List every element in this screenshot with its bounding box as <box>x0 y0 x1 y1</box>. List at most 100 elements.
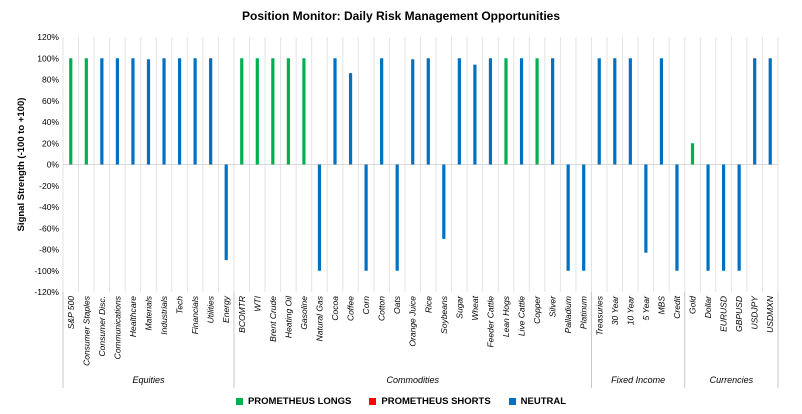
y-tick-label: 100% <box>37 53 59 63</box>
bar-neutral <box>566 164 570 271</box>
bar-neutral <box>380 58 384 165</box>
x-category-label: Copper <box>532 295 542 324</box>
bar-neutral <box>115 58 120 165</box>
bar-longs <box>690 143 695 165</box>
x-category-label: Heating Oil <box>283 295 293 338</box>
bar-longs <box>535 58 539 165</box>
x-category-label: Tech <box>175 296 185 314</box>
bar-neutral <box>224 164 228 261</box>
y-tick-label: 20% <box>42 138 59 148</box>
x-category-label: Coffee <box>346 296 356 321</box>
legend-item-longs: PROMETHEUS LONGS <box>235 396 352 407</box>
group-label: Fixed Income <box>611 375 665 385</box>
x-category-label: Live Cattle <box>517 296 527 336</box>
x-category-label: Consumer Staples <box>81 295 91 366</box>
x-category-label: Energy <box>221 295 231 323</box>
x-category-label: Natural Gas <box>314 295 324 341</box>
bar-longs <box>286 58 290 165</box>
y-axis-label: Signal Strength (-100 to +100) <box>16 98 27 232</box>
bar-longs <box>69 58 73 165</box>
x-category-label: Corn <box>361 296 371 315</box>
legend-item-shorts: PROMETHEUS SHORTS <box>369 396 491 407</box>
x-category-label: Gold <box>688 296 698 314</box>
group-label: Currencies <box>710 375 754 385</box>
legend-item-neutral: NEUTRAL <box>508 396 567 407</box>
bar-neutral <box>348 73 353 165</box>
legend-label-longs: PROMETHEUS LONGS <box>247 396 352 407</box>
y-tick-label: 60% <box>42 96 59 106</box>
bar-neutral <box>426 58 430 165</box>
x-category-label: Feeder Cattle <box>485 296 495 348</box>
y-tick-label: -40% <box>39 202 59 212</box>
bar-neutral <box>395 164 399 271</box>
legend-swatch-shorts <box>369 398 377 405</box>
x-category-label: Materials <box>143 295 153 330</box>
bar-neutral <box>209 58 213 165</box>
bar-neutral <box>721 164 726 271</box>
x-category-label: GBPUSD <box>734 296 744 332</box>
x-category-label: 5 Year <box>641 295 651 321</box>
x-category-label: S&P 500 <box>66 296 76 330</box>
x-category-label: USDJPY <box>750 295 760 330</box>
bar-neutral <box>162 58 166 165</box>
x-category-label: Rice <box>423 296 433 313</box>
y-tick-labels: -120% -100% -80% -60% -40% -20% 0% 20% 40% 60% 80%… <box>34 32 59 297</box>
x-category-label: Communications <box>112 295 122 359</box>
x-category-label: Lean Hogs <box>501 295 511 337</box>
x-category-labels: S&P 500 Consumer Staples Consumer Disc. Com… <box>66 295 775 366</box>
x-category-label: Silver <box>548 295 558 317</box>
x-category-label: Palladium <box>563 296 573 333</box>
bar-neutral <box>193 58 197 165</box>
x-category-label: Sugar <box>454 295 464 319</box>
x-category-label: MBS <box>656 296 666 315</box>
bar-neutral <box>613 58 617 165</box>
legend-label-shorts: PROMETHEUS SHORTS <box>381 396 491 407</box>
y-tick-label: -20% <box>39 181 59 191</box>
x-category-label: Oats <box>392 295 402 314</box>
y-tick-label: -80% <box>39 245 59 255</box>
bar-neutral <box>333 58 337 165</box>
bar-neutral <box>100 58 104 165</box>
legend: PROMETHEUS LONGS PROMETHEUS SHORTS NEUTR… <box>0 396 802 407</box>
x-category-label: Utilities <box>206 295 216 323</box>
y-tick-label: 120% <box>37 32 59 42</box>
x-category-label: Dollar <box>703 295 713 318</box>
x-category-label: BCOMTR <box>237 296 247 333</box>
x-category-label: Industrials <box>159 295 169 334</box>
x-category-label: Cocoa <box>330 296 340 321</box>
x-category-label: Financials <box>190 295 200 334</box>
bar-neutral <box>597 58 601 165</box>
bar-neutral <box>582 164 586 271</box>
x-category-label: Soybeans <box>439 295 449 334</box>
bar-longs <box>504 58 508 165</box>
bar-longs <box>255 58 259 165</box>
x-category-label: Orange Juice <box>408 296 418 347</box>
bar-neutral <box>768 58 772 165</box>
bar-neutral <box>177 58 182 165</box>
bar-neutral <box>675 164 679 271</box>
bar-neutral <box>146 59 151 165</box>
y-tick-label: 0% <box>47 160 60 170</box>
legend-label-neutral: NEUTRAL <box>520 396 567 407</box>
bar-neutral <box>473 64 477 165</box>
bar-neutral <box>644 164 648 253</box>
bar-neutral <box>519 58 524 165</box>
x-category-label: Consumer Disc. <box>97 296 107 356</box>
x-category-label: Credit <box>672 295 682 318</box>
bar-neutral <box>628 58 632 165</box>
bar-longs <box>84 58 88 165</box>
x-category-label: Gasoline <box>299 296 309 330</box>
bar-neutral <box>457 58 461 165</box>
bars <box>69 58 772 271</box>
y-tick-label: -100% <box>34 266 59 276</box>
bar-neutral <box>317 164 322 271</box>
y-tick-label: -120% <box>34 287 59 297</box>
group-label: Equities <box>132 375 165 385</box>
y-tick-label: 40% <box>42 117 59 127</box>
x-category-label: Wheat <box>470 295 480 320</box>
x-category-label: Brent Crude <box>268 296 278 342</box>
x-category-label: USDMXN <box>765 295 775 333</box>
group-labels: Equities Commodities Fixed Income Currencie… <box>132 375 753 385</box>
bar-neutral <box>442 164 446 239</box>
x-category-label: 30 Year <box>610 295 620 325</box>
